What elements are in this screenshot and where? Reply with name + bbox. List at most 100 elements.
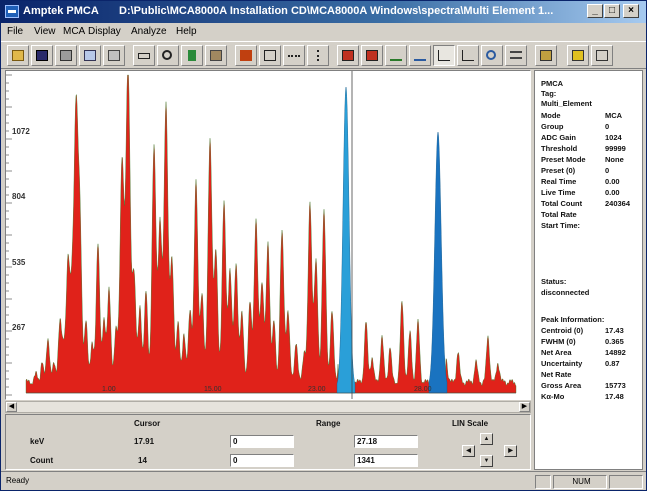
peak-row-value: 17.48 (605, 392, 624, 401)
acquire-icon (210, 50, 222, 61)
clear-button[interactable] (259, 45, 281, 66)
peak-row-label: Uncertainty (541, 359, 583, 368)
info-panel: PMCA Tag: Multi_Element Mode MCA Group 0 ADC… (534, 70, 643, 470)
app-title: Amptek PMCA (23, 5, 99, 17)
y-axis-ruler (6, 74, 12, 396)
scroll-right-button[interactable]: ▶ (519, 402, 530, 412)
report-icon (540, 50, 552, 61)
zoom-region-icon (486, 50, 496, 60)
minimize-button[interactable]: _ (587, 4, 603, 18)
menu-bar: File View MCA Display Analyze Help (1, 23, 646, 41)
info-row-value: None (605, 155, 624, 164)
linear-scale-button[interactable] (457, 45, 479, 66)
acquire-button[interactable] (205, 45, 227, 66)
marker-label: 23.00 (308, 386, 326, 393)
roi-button[interactable] (337, 45, 359, 66)
roi-icon (342, 50, 354, 61)
scroll-left-button[interactable]: ◀ (6, 402, 17, 412)
scale-down-button[interactable]: ▼ (480, 455, 493, 467)
lin-scale-header: LIN Scale (452, 419, 489, 428)
open-button[interactable] (7, 45, 29, 66)
spectrum-plot[interactable]: 1.00 15.00 23.00 28.00 1072 804 535 267 (5, 70, 531, 400)
menu-help[interactable]: Help (176, 26, 197, 37)
print-icon (60, 50, 72, 61)
info-row-label: Threshold (541, 144, 578, 153)
range-kev-max-input[interactable]: 27.18 (354, 435, 418, 448)
app-icon[interactable] (5, 5, 19, 18)
scale-right-button[interactable]: ▶ (504, 445, 517, 457)
range-kev-min-input[interactable]: 0 (230, 435, 294, 448)
info-row-label: Preset Mode (541, 155, 586, 164)
num-lock-indicator: NUM (553, 475, 607, 489)
toolbar (1, 41, 646, 69)
horizontal-scrollbar[interactable]: ◀ ▶ (5, 401, 531, 413)
status-bar: Ready NUM (1, 471, 646, 490)
peak-row-label: Kα-Mo (541, 392, 565, 401)
peak-row-label: Centroid (0) (541, 326, 584, 335)
log-scale-button[interactable] (433, 45, 455, 66)
status-text: Ready (6, 476, 30, 485)
info-row-value: 0 (605, 166, 610, 175)
info-row-label: Total Rate (541, 210, 577, 219)
copy-button[interactable] (79, 45, 101, 66)
calibrate-icon (108, 50, 120, 61)
maximize-button[interactable]: □ (604, 4, 620, 18)
stop-button[interactable] (235, 45, 257, 66)
peak-row-value: 17.43 (605, 326, 624, 335)
range-count-max-input[interactable]: 1341 (354, 454, 418, 467)
fit-button[interactable] (505, 45, 527, 66)
cursor-range-panel: Cursor Range LIN Scale keV 17.91 0 27.18… (5, 414, 531, 470)
expand-vertical-button[interactable] (307, 45, 329, 66)
zoom-region-button[interactable] (481, 45, 503, 66)
info-row-label: Mode (541, 111, 561, 120)
menu-analyze[interactable]: Analyze (131, 26, 167, 37)
expand-vertical-icon (317, 50, 319, 61)
status-value: disconnected (541, 288, 590, 297)
calibrate-button[interactable] (103, 45, 125, 66)
marker-label: 15.00 (204, 386, 222, 393)
stop-icon (240, 50, 252, 61)
spectrum-svg[interactable]: 1.00 15.00 23.00 28.00 (6, 71, 530, 399)
cursor-count-value: 14 (138, 456, 147, 465)
info-row-value: 0.00 (605, 177, 620, 186)
cursor-kev-value: 17.91 (134, 437, 155, 446)
info-row-value: 1024 (605, 133, 622, 142)
title-bar[interactable]: Amptek PMCA D:\Public\MCA8000A Installat… (1, 1, 646, 23)
expand-horizontal-button[interactable] (283, 45, 305, 66)
save-button[interactable] (31, 45, 53, 66)
report-button[interactable] (535, 45, 557, 66)
menu-file[interactable]: File (7, 26, 24, 37)
delete-button[interactable] (181, 45, 203, 66)
save-icon (36, 50, 48, 61)
menu-mca[interactable]: MCA (63, 26, 86, 37)
range-header: Range (316, 419, 341, 428)
info-row-label: ADC Gain (541, 133, 577, 142)
status-label: Status: (541, 277, 567, 286)
status-pane-blank (535, 475, 551, 489)
menu-display[interactable]: Display (88, 26, 121, 37)
marker-button[interactable] (133, 45, 155, 66)
print-button[interactable] (55, 45, 77, 66)
scale-left-button[interactable]: ◀ (462, 445, 475, 457)
context-help-button[interactable] (591, 45, 613, 66)
info-row-value: 99999 (605, 144, 626, 153)
peak-icon (390, 50, 402, 61)
peak-row-value: 0.365 (605, 337, 624, 346)
range-count-min-input[interactable]: 0 (230, 454, 294, 467)
info-row-label: Total Count (541, 199, 583, 208)
close-button[interactable]: × (623, 4, 639, 18)
marker-icon (138, 53, 150, 59)
menu-view[interactable]: View (34, 26, 56, 37)
expand-horizontal-icon (288, 55, 300, 57)
linear-scale-icon (462, 50, 474, 61)
roi-peak-2[interactable] (428, 131, 448, 394)
info-row-label: Start Time: (541, 221, 581, 230)
region-button[interactable] (361, 45, 383, 66)
help-button[interactable] (567, 45, 589, 66)
zoom-button[interactable] (157, 45, 179, 66)
scale-up-button[interactable]: ▲ (480, 433, 493, 445)
copy-icon (84, 50, 96, 61)
peak-button[interactable] (385, 45, 407, 66)
compare-button[interactable] (409, 45, 431, 66)
